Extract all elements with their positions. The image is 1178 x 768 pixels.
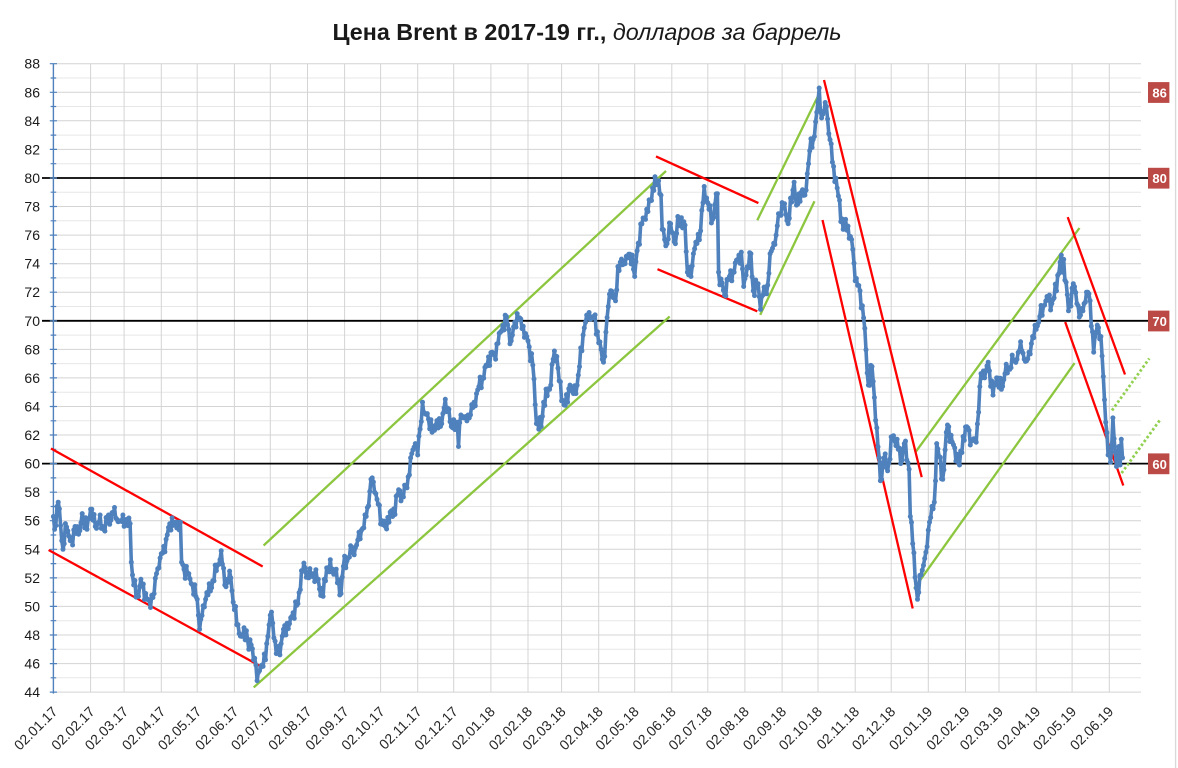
svg-text:70: 70: [1152, 314, 1166, 329]
svg-text:60: 60: [1152, 457, 1166, 472]
svg-text:84: 84: [24, 113, 40, 129]
svg-text:82: 82: [24, 141, 40, 157]
svg-text:86: 86: [1152, 86, 1166, 101]
svg-text:72: 72: [24, 284, 40, 300]
svg-text:52: 52: [24, 570, 40, 586]
svg-text:86: 86: [24, 84, 40, 100]
svg-text:60: 60: [24, 456, 40, 472]
svg-text:46: 46: [24, 656, 40, 672]
svg-text:54: 54: [24, 541, 40, 557]
svg-text:70: 70: [24, 313, 40, 329]
svg-text:80: 80: [1152, 171, 1166, 186]
svg-text:80: 80: [24, 170, 40, 186]
svg-text:68: 68: [24, 341, 40, 357]
svg-text:56: 56: [24, 513, 40, 529]
svg-text:48: 48: [24, 627, 40, 643]
svg-text:78: 78: [24, 199, 40, 215]
svg-text:Цена Brent в 2017-19 гг., долл: Цена Brent в 2017-19 гг., долларов за ба…: [333, 19, 842, 45]
svg-text:76: 76: [24, 227, 40, 243]
svg-text:58: 58: [24, 484, 40, 500]
svg-text:44: 44: [24, 684, 40, 700]
svg-text:50: 50: [24, 598, 40, 614]
svg-text:88: 88: [24, 56, 40, 72]
svg-text:62: 62: [24, 427, 40, 443]
svg-text:64: 64: [24, 399, 40, 415]
svg-text:74: 74: [24, 256, 40, 272]
svg-text:66: 66: [24, 370, 40, 386]
